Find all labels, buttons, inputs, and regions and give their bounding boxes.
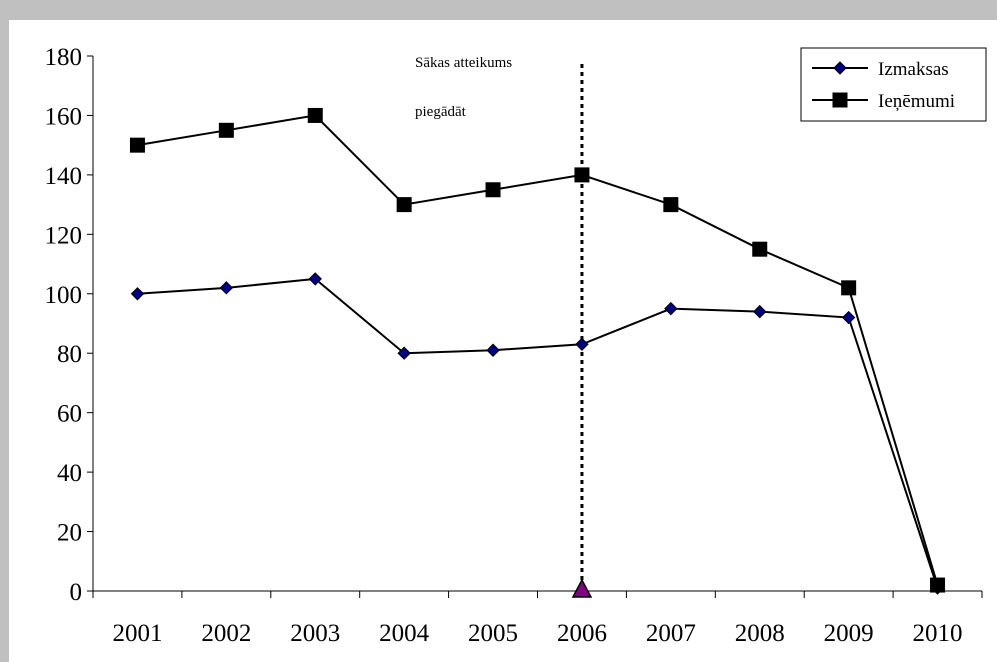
data-point: [664, 301, 678, 316]
data-point: [841, 280, 857, 296]
data-point: [307, 107, 323, 123]
annotation-triangle-marker: [571, 578, 593, 598]
x-tick-label: 2010: [913, 620, 963, 647]
series-line: [137, 277, 939, 589]
x-tick-label: 2006: [557, 620, 607, 647]
data-point: [308, 272, 322, 286]
x-tick-label: 2002: [201, 620, 251, 647]
x-tick-label: 2007: [646, 620, 696, 647]
legend-label-ienemumi: Ieņēmumi: [878, 91, 955, 112]
legend-box: [800, 47, 987, 122]
data-point: [218, 122, 234, 138]
data-point: [219, 281, 234, 295]
legend-marker: [832, 92, 848, 108]
data-point: [397, 346, 411, 360]
x-tick-label: 2003: [290, 620, 340, 647]
y-tick-label: 160: [45, 103, 83, 130]
x-tick-label: 2004: [379, 620, 430, 647]
data-point: [485, 182, 501, 198]
x-tick-label: 2001: [112, 620, 162, 647]
y-tick-label: 60: [57, 401, 82, 428]
series-line: [137, 114, 939, 586]
data-point: [663, 197, 679, 213]
data-point: [575, 337, 589, 352]
data-point: [930, 577, 946, 593]
y-tick-label: 0: [70, 579, 83, 606]
series-1: [129, 107, 946, 593]
annotation-text-group: Sākas atteikums piegādāt: [415, 55, 512, 120]
series-0: [130, 272, 945, 595]
data-point: [486, 343, 500, 357]
y-tick-label: 140: [45, 163, 83, 190]
y-tick-label: 100: [45, 282, 83, 309]
y-tick-label: 40: [57, 460, 82, 487]
data-point: [129, 137, 145, 153]
y-tick-label: 20: [57, 520, 82, 547]
legend-marker: [833, 61, 847, 75]
y-tick-label: 180: [45, 44, 83, 71]
chart-frame: 0 20 40 60 80 100 120 140 160 180 2001 2002 2003 2004…: [9, 20, 997, 662]
data-point: [130, 287, 145, 301]
x-tick-label: 2005: [468, 620, 518, 647]
data-point: [396, 197, 412, 213]
x-tick-label: 2009: [824, 620, 874, 647]
series-layer: [129, 107, 946, 595]
data-point: [841, 310, 856, 325]
annotation-line-2: piegādāt: [415, 104, 467, 120]
x-tick-label: 2008: [735, 620, 785, 647]
line-chart: 0 20 40 60 80 100 120 140 160 180 2001 2002 2003 2004…: [45, 44, 987, 647]
annotation-line-1: Sākas atteikums: [415, 55, 512, 71]
data-point: [753, 304, 767, 319]
annotation-line-group: [571, 64, 593, 598]
legend: Izmaksas Ieņēmumi: [800, 47, 987, 122]
y-tick-label: 120: [45, 222, 83, 249]
axes: 0 20 40 60 80 100 120 140 160 180 2001 2002 2003 2004…: [45, 44, 983, 647]
data-point: [752, 241, 768, 257]
data-point: [574, 167, 590, 183]
y-tick-label: 80: [57, 341, 82, 368]
legend-label-izmaksas: Izmaksas: [878, 59, 949, 80]
